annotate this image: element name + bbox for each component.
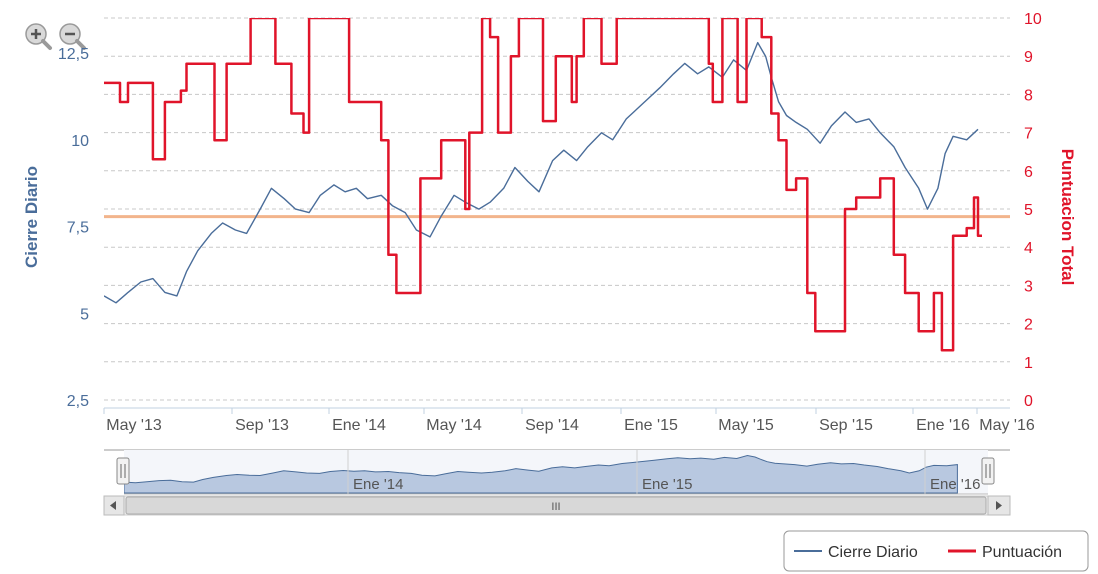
left-axis-ticks: 2,5 5 7,5 10 12,5 [58,46,89,410]
right-tick-label-0: 0 [1024,393,1033,410]
x-tick-label-3: May '14 [426,417,482,434]
scroll-left-button[interactable] [103,495,125,516]
svg-text:Cierre Diario: Cierre Diario [828,544,918,561]
x-tick-label-0: May '13 [106,417,162,434]
right-axis-title: Puntuacion Total [1058,149,1077,286]
x-tick-label-4: Sep '14 [525,417,579,434]
right-tick-label-3: 3 [1024,278,1033,295]
zoom-out-button[interactable] [59,23,86,50]
scrollbar-grip: III [551,501,560,513]
x-tick-label-6: May '15 [718,417,774,434]
right-tick-label-6: 6 [1024,164,1033,181]
right-tick-label-5: 5 [1024,202,1033,219]
legend-item-cierre-diario[interactable]: Cierre Diario [794,544,918,561]
left-tick-label-3: 10 [71,133,89,150]
navigator-label-2: Ene '16 [930,476,980,493]
navigator-right-handle[interactable] [981,457,995,485]
left-tick-label-4: 12,5 [58,46,89,63]
left-tick-label-2: 7,5 [67,220,89,237]
navigator[interactable]: Ene '14 Ene '15 Ene '16 [104,449,1010,495]
x-axis-ticks: May '13 Sep '13 Ene '14 May '14 Sep '14 Ene '… [103,408,1035,434]
right-tick-label-1: 1 [1024,355,1033,372]
zoom-in-button[interactable] [25,23,52,50]
arrow-right-icon [996,501,1002,510]
left-tick-label-0: 2,5 [67,393,89,410]
x-tick-label-5: Ene '15 [624,417,678,434]
right-axis-ticks: 0 1 2 3 4 5 6 7 8 9 10 [1024,11,1042,410]
left-axis-title: Cierre Diario [22,166,41,268]
left-tick-label-1: 5 [80,306,89,323]
right-tick-label-4: 4 [1024,240,1033,257]
right-tick-label-7: 7 [1024,126,1033,143]
right-tick-label-10: 10 [1024,11,1042,28]
series-puntuacion-line [104,18,982,352]
navigator-scrollbar[interactable]: III [103,495,1011,516]
x-tick-label-1: Sep '13 [235,417,289,434]
plot-area [104,18,982,352]
scroll-right-button[interactable] [987,495,1011,516]
x-tick-label-7: Sep '15 [819,417,873,434]
series-cierre-diario-line [104,41,979,304]
navigator-left-handle[interactable] [116,457,130,485]
navigator-series-area [124,454,958,494]
right-tick-label-2: 2 [1024,317,1033,334]
x-tick-label-9: May '16 [979,417,1035,434]
arrow-left-icon [110,501,116,510]
legend: Cierre Diario Puntuación [783,530,1089,572]
navigator-label-0: Ene '14 [353,476,403,493]
scrollbar-thumb[interactable] [125,496,987,515]
right-tick-label-9: 9 [1024,49,1033,66]
right-tick-label-8: 8 [1024,87,1033,104]
x-tick-label-2: Ene '14 [332,417,386,434]
navigator-label-1: Ene '15 [642,476,692,493]
x-tick-label-8: Ene '16 [916,417,970,434]
svg-text:Puntuación: Puntuación [982,544,1062,561]
legend-item-puntuacion[interactable]: Puntuación [948,544,1062,561]
